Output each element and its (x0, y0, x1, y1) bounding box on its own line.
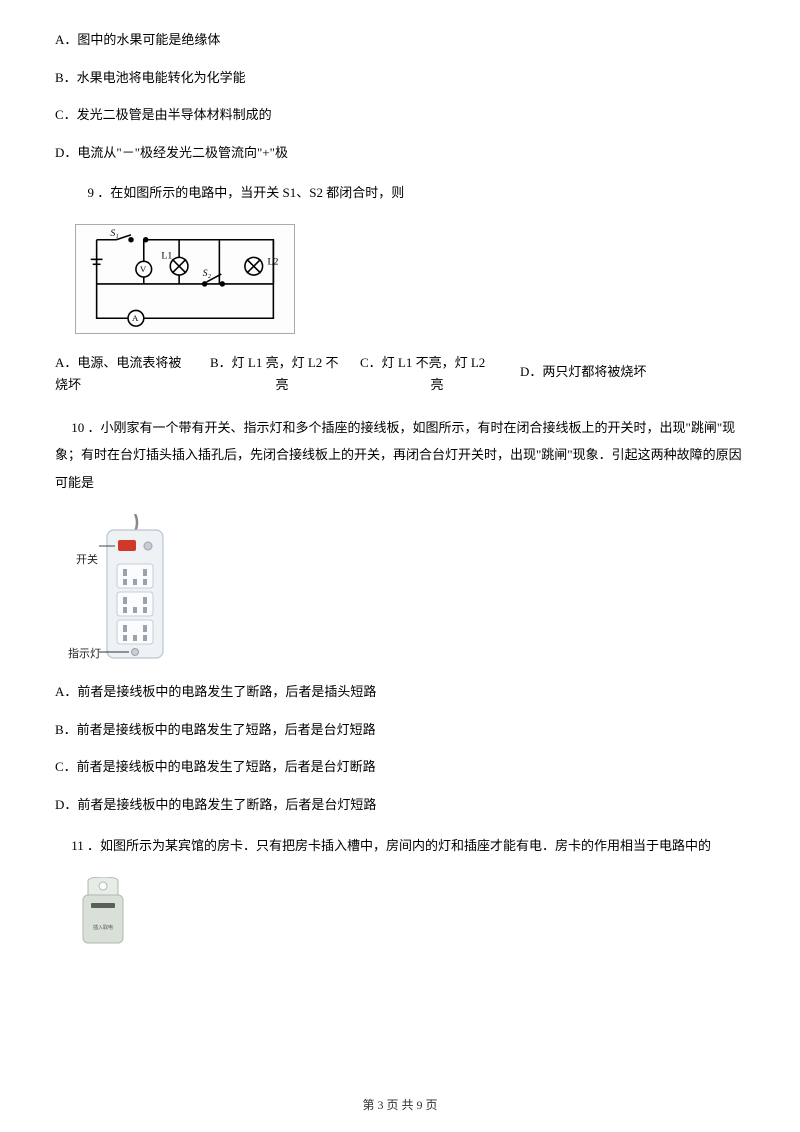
page-footer: 第 3 页 共 9 页 (0, 1096, 800, 1114)
label-switch: 开关 (76, 552, 98, 569)
q11-figure: 插入取电 (73, 877, 133, 947)
q9-stem: 9 ．在如图所示的电路中，当开关 S1、S2 都闭合时，则 (55, 180, 745, 206)
q10-number: 10 ． (71, 420, 100, 435)
svg-text:A: A (132, 313, 139, 323)
q9-circuit-figure: S₁ V A L1 S₂ L2 (75, 224, 295, 334)
q9-text: 在如图所示的电路中，当开关 S1、S2 都闭合时，则 (110, 185, 404, 200)
svg-text:S₂: S₂ (203, 268, 212, 279)
q8-option-c: C．发光二极管是由半导体材料制成的 (55, 105, 745, 125)
q9-option-d: D．两只灯都将被烧坏 (520, 352, 745, 396)
circuit-svg: S₁ V A L1 S₂ L2 (76, 225, 294, 333)
q9-option-b: B．灯 L1 亮，灯 L2 不亮 (210, 352, 360, 396)
q8-option-a: A．图中的水果可能是绝缘体 (55, 30, 745, 50)
svg-text:插入取电: 插入取电 (93, 924, 113, 931)
q10-text: 小刚家有一个带有开关、指示灯和多个插座的接线板，如图所示，有时在闭合接线板上的开… (55, 420, 742, 490)
q10-option-c: C．前者是接线板中的电路发生了短路，后者是台灯断路 (55, 757, 745, 777)
q10-stem: 10 ．小刚家有一个带有开关、指示灯和多个插座的接线板，如图所示，有时在闭合接线… (55, 414, 745, 496)
svg-text:S₁: S₁ (110, 228, 118, 239)
q10-option-a: A．前者是接线板中的电路发生了断路，后者是插头短路 (55, 682, 745, 702)
q10-option-d: D．前者是接线板中的电路发生了断路，后者是台灯短路 (55, 795, 745, 815)
q10-figure: 开关 指示灯 (73, 514, 188, 664)
svg-text:V: V (140, 264, 147, 274)
q11-number: 11 ． (71, 838, 100, 853)
q9-option-c: C．灯 L1 不亮，灯 L2亮 (360, 352, 520, 396)
label-indicator: 指示灯 (68, 646, 101, 663)
q9-options-row: A．电源、电流表将被烧坏 B．灯 L1 亮，灯 L2 不亮 C．灯 L1 不亮，… (55, 352, 745, 396)
q8-option-b: B．水果电池将电能转化为化学能 (55, 68, 745, 88)
q9-option-a: A．电源、电流表将被烧坏 (55, 352, 210, 396)
q8-option-d: D．电流从"－"极经发光二极管流向"+"极 (55, 143, 745, 163)
q10-option-b: B．前者是接线板中的电路发生了短路，后者是台灯短路 (55, 720, 745, 740)
q11-stem: 11 ．如图所示为某宾馆的房卡．只有把房卡插入槽中，房间内的灯和插座才能有电．房… (55, 832, 745, 859)
q9-number: 9 ． (88, 185, 111, 200)
q11-text: 如图所示为某宾馆的房卡．只有把房卡插入槽中，房间内的灯和插座才能有电．房卡的作用… (100, 838, 711, 853)
svg-text:L1: L1 (161, 250, 172, 261)
svg-text:L2: L2 (267, 256, 278, 267)
